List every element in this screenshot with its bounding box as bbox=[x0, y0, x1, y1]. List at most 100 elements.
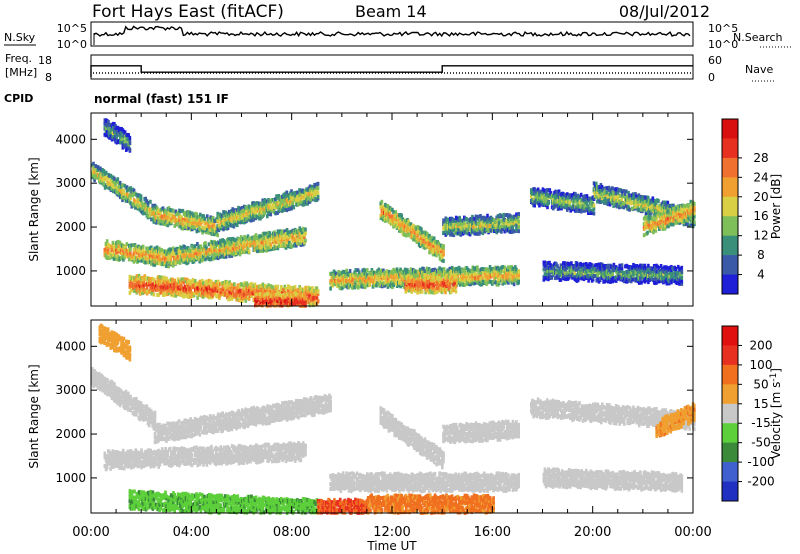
echo-cell bbox=[234, 238, 237, 243]
echo-cell bbox=[304, 299, 307, 304]
echo-cell bbox=[150, 245, 153, 250]
echo-cell bbox=[111, 189, 115, 194]
echo-cell bbox=[358, 270, 361, 275]
echo-cell bbox=[457, 218, 460, 223]
echo-cell bbox=[188, 210, 192, 215]
freq-left-tick-top: 18 bbox=[38, 54, 52, 67]
echo-cell bbox=[454, 284, 458, 289]
echo-cell bbox=[109, 251, 112, 256]
echo-cell bbox=[388, 214, 392, 219]
echo-cell bbox=[255, 292, 258, 297]
station-title: Fort Hays East (fitACF) bbox=[92, 2, 284, 22]
echo-cell bbox=[223, 283, 227, 288]
echo-cell bbox=[286, 296, 290, 301]
echo-cell bbox=[152, 277, 156, 282]
echo-cell bbox=[124, 198, 128, 203]
echo-cell bbox=[454, 221, 458, 226]
echo-cell bbox=[316, 299, 320, 304]
echo-cell bbox=[291, 196, 294, 200]
noise-right-tick-top: 10^5 bbox=[708, 22, 738, 35]
echo-cell bbox=[311, 291, 314, 296]
echo-cell bbox=[122, 191, 125, 196]
echo-cell bbox=[156, 282, 159, 287]
echo-cell bbox=[247, 237, 251, 241]
echo-cell bbox=[425, 231, 429, 236]
echo-cell bbox=[199, 244, 203, 249]
echo-cell bbox=[261, 303, 264, 308]
echo-cell bbox=[442, 244, 445, 249]
echo-cell bbox=[187, 213, 190, 218]
echo-cell bbox=[228, 240, 231, 245]
echo-cell bbox=[413, 228, 416, 233]
echo-cell bbox=[517, 212, 520, 216]
echo-cell bbox=[517, 280, 520, 285]
echo-cell bbox=[443, 218, 446, 223]
echo-cell bbox=[392, 210, 395, 214]
echo-cell bbox=[251, 243, 254, 248]
echo-cell bbox=[436, 289, 439, 294]
echo-cell bbox=[141, 248, 145, 253]
echo-cell bbox=[316, 181, 320, 186]
echo-cell bbox=[177, 256, 181, 261]
echo-cell bbox=[104, 252, 108, 257]
echo-cell bbox=[129, 251, 132, 256]
echo-cell bbox=[152, 215, 156, 220]
echo-cell bbox=[427, 284, 431, 289]
echo-cell bbox=[269, 242, 273, 247]
echo-cell bbox=[200, 278, 204, 283]
echo-cell bbox=[428, 233, 431, 238]
echo-cell bbox=[301, 226, 305, 231]
echo-cell bbox=[539, 189, 542, 194]
echo-cell bbox=[442, 252, 445, 257]
echo-cell bbox=[209, 247, 213, 252]
echo-cell bbox=[129, 186, 132, 191]
echo-band bbox=[442, 212, 520, 238]
echo-cell bbox=[283, 284, 287, 289]
echo-cell bbox=[249, 218, 253, 223]
echo-cell bbox=[304, 231, 307, 236]
echo-cell bbox=[263, 198, 267, 202]
echo-cell bbox=[204, 244, 207, 249]
echo-cell bbox=[257, 240, 260, 245]
echo-cell bbox=[313, 294, 316, 299]
echo-cell bbox=[142, 283, 145, 288]
echo-cell bbox=[241, 298, 244, 303]
echo-cell bbox=[286, 289, 290, 294]
echo-cell bbox=[303, 235, 306, 239]
echo-cell bbox=[297, 202, 300, 207]
echo-cell bbox=[172, 248, 175, 253]
echo-cell bbox=[160, 280, 164, 285]
echo-cell bbox=[233, 285, 236, 290]
echo-cell bbox=[292, 205, 296, 210]
echo-cell bbox=[199, 227, 202, 232]
echo-cell bbox=[293, 195, 297, 200]
echo-band bbox=[254, 291, 307, 308]
echo-cell bbox=[304, 296, 307, 301]
echo-cell bbox=[391, 207, 394, 212]
freq-right-tick-top: 60 bbox=[708, 54, 722, 67]
echo-cell bbox=[167, 264, 170, 269]
echo-cell bbox=[111, 240, 115, 245]
echo-cell bbox=[132, 259, 136, 264]
echo-cell bbox=[153, 246, 157, 251]
echo-cell bbox=[466, 268, 470, 272]
echo-cell bbox=[263, 210, 267, 215]
echo-cell bbox=[144, 196, 147, 201]
echo-cell bbox=[216, 211, 219, 216]
echo-cell bbox=[400, 213, 403, 218]
echo-cell bbox=[167, 217, 171, 222]
echo-cell bbox=[265, 231, 268, 236]
echo-cell bbox=[421, 242, 424, 247]
echo-cell bbox=[173, 215, 176, 220]
echo-cell bbox=[93, 178, 96, 183]
echo-cell bbox=[169, 257, 173, 262]
echo-cell bbox=[215, 230, 218, 235]
noise-trace bbox=[93, 25, 691, 45]
echo-cell bbox=[123, 196, 127, 201]
echo-cell bbox=[118, 180, 122, 185]
echo-cell bbox=[311, 286, 314, 290]
echo-cell bbox=[579, 192, 583, 197]
echo-cell bbox=[261, 291, 264, 296]
echo-cell bbox=[547, 200, 550, 205]
echo-cell bbox=[148, 254, 152, 259]
